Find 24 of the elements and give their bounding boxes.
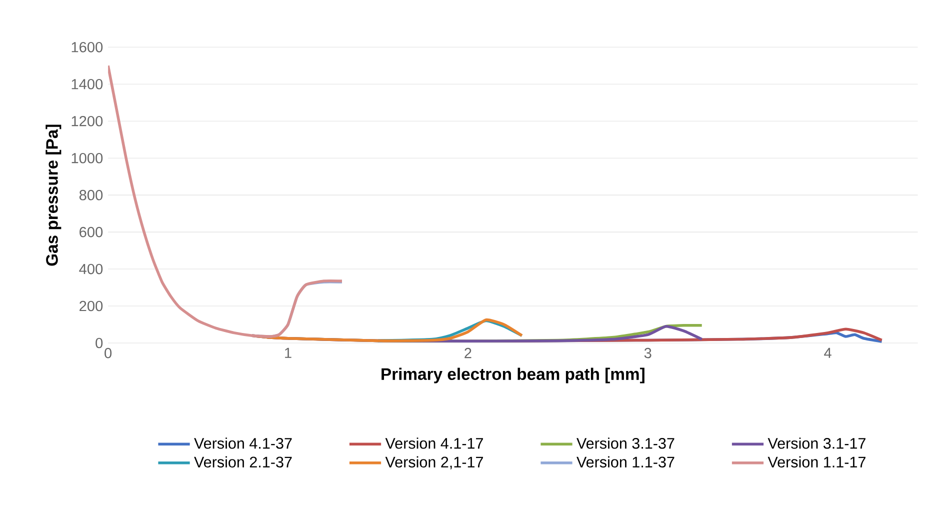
y-tick-label: 1600 bbox=[72, 42, 103, 52]
legend-label: Version 3.1-37 bbox=[576, 438, 674, 449]
y-tick-label: 600 bbox=[80, 226, 103, 238]
x-tick-label: 1 bbox=[285, 348, 292, 358]
y-tick-label: 800 bbox=[79, 190, 103, 200]
legend-label: Version 2,1-17 bbox=[385, 456, 483, 470]
legend-label: Version 3.1-17 bbox=[768, 438, 866, 449]
x-tick-label: 4 bbox=[824, 348, 832, 358]
x-tick-label: 0 bbox=[104, 348, 112, 358]
legend-label: Version 1.1-17 bbox=[768, 456, 866, 468]
legend-label: Version 4.1-17 bbox=[385, 438, 483, 449]
y-tick-label: 0 bbox=[96, 338, 103, 348]
x-tick-label: 2 bbox=[464, 348, 472, 358]
y-tick-label: 200 bbox=[80, 300, 103, 312]
y-tick-label: 1200 bbox=[72, 116, 103, 126]
x-axis-title: Primary electron beam path [mm] bbox=[382, 368, 644, 384]
legend-label: Version 2.1-37 bbox=[194, 456, 292, 468]
legend-label: Version 4.1-37 bbox=[194, 438, 292, 449]
y-axis-title: Gas pressure [Pa] bbox=[46, 124, 62, 266]
x-tick-label: 3 bbox=[644, 348, 652, 358]
legend-label: Version 1.1-37 bbox=[576, 456, 674, 468]
y-tick-label: 400 bbox=[79, 264, 103, 274]
y-tick-label: 1000 bbox=[72, 152, 103, 164]
y-tick-label: 1400 bbox=[72, 78, 103, 90]
